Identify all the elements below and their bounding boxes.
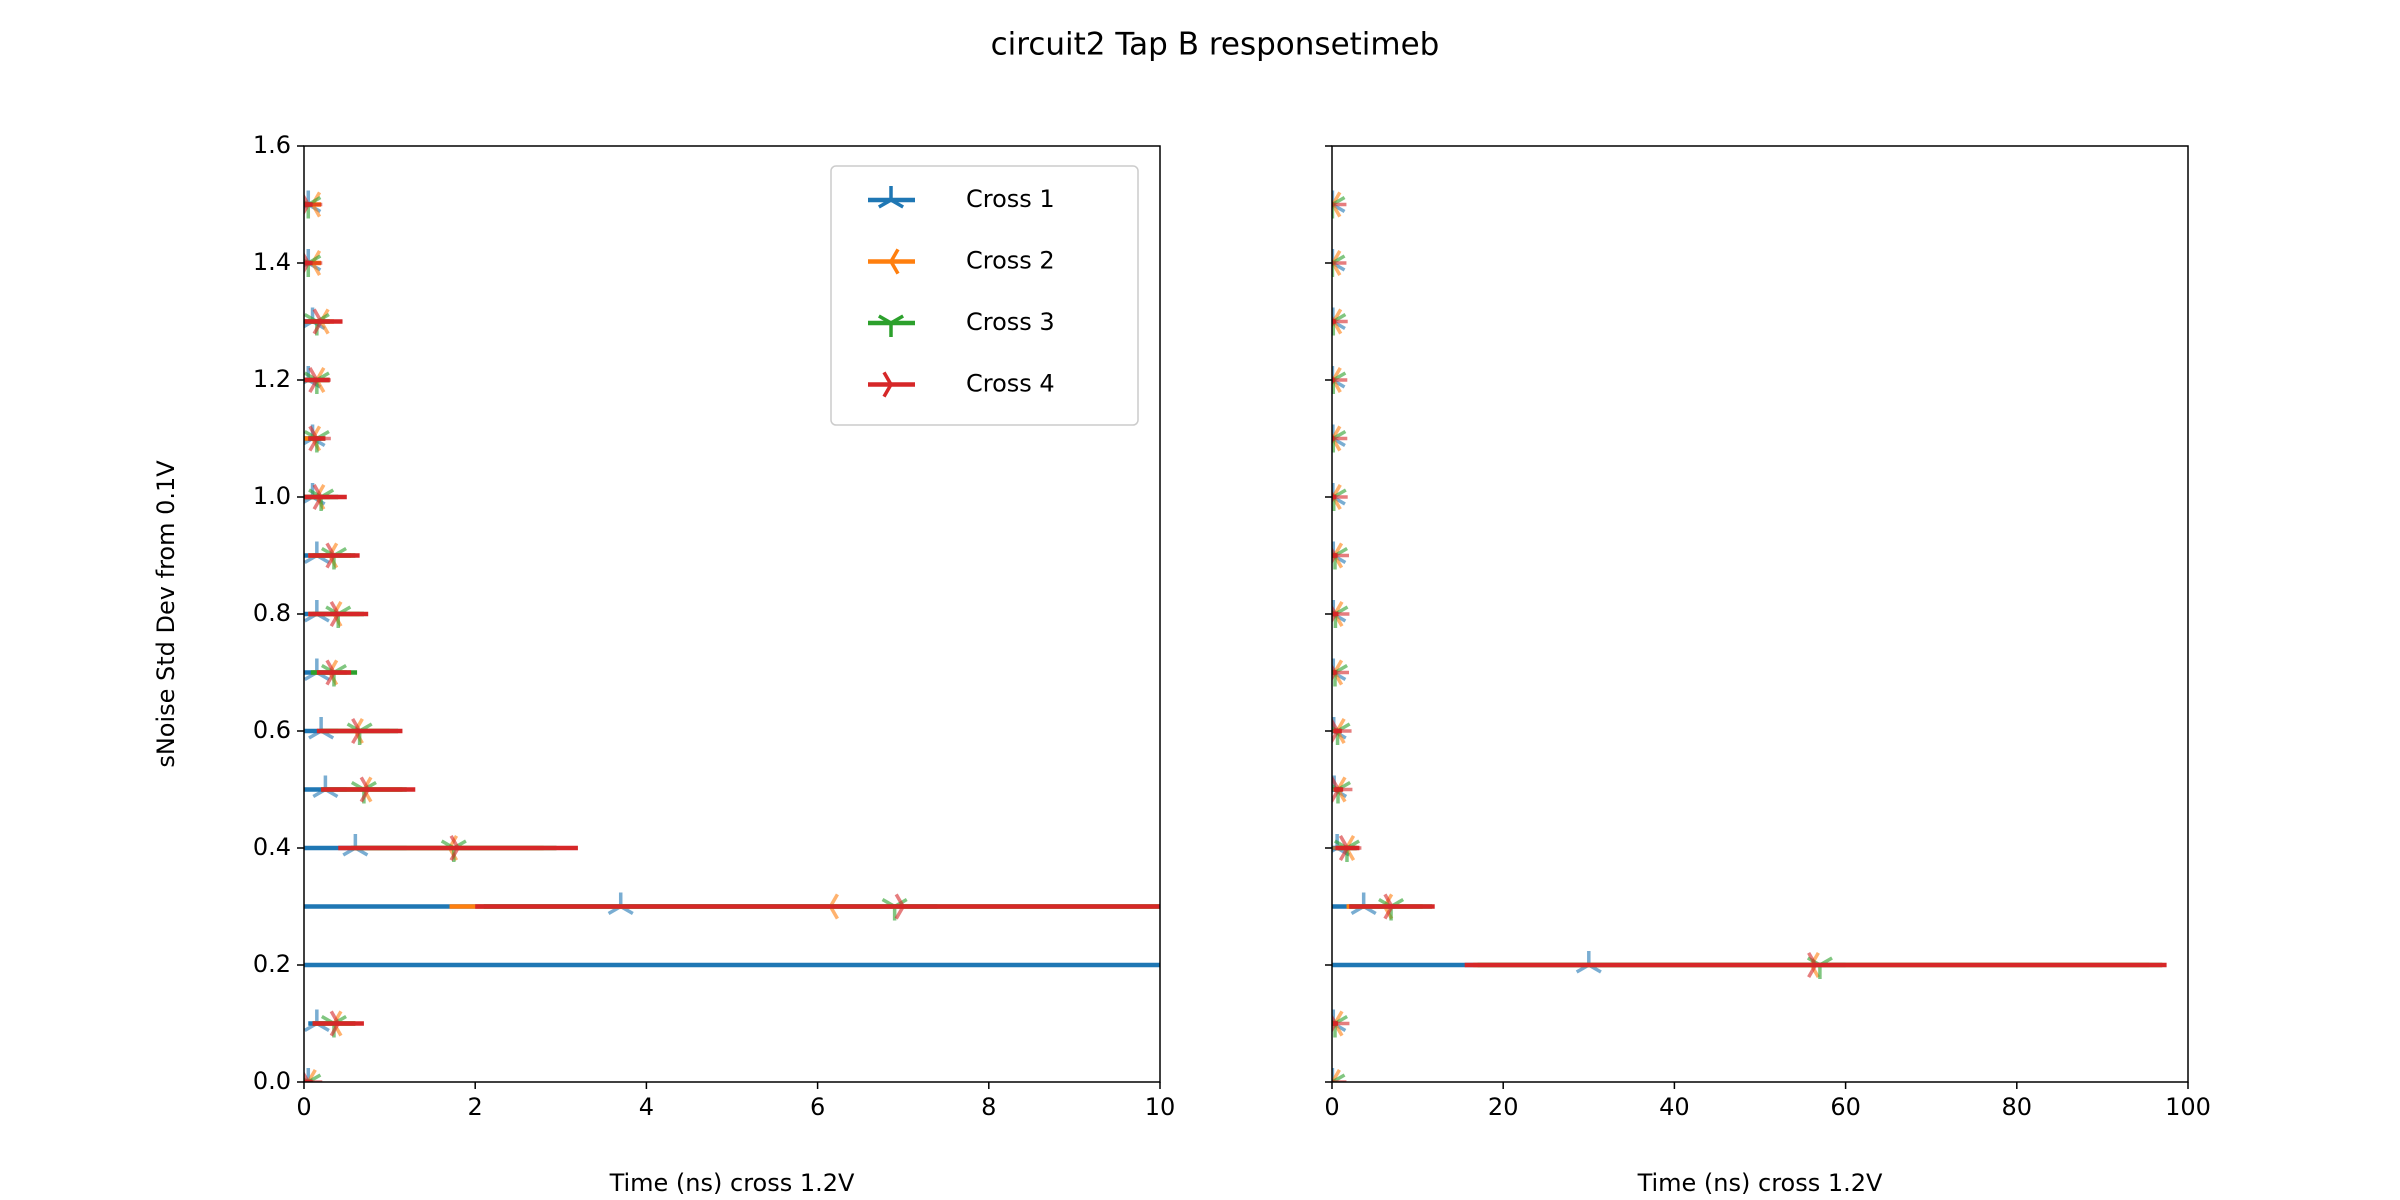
y-tick-label: 0.2 — [253, 950, 291, 978]
y-tick-label: 1.0 — [253, 482, 291, 510]
marker — [1332, 258, 1347, 268]
y-tick-label: 0.8 — [253, 599, 291, 627]
plot-area — [304, 190, 1160, 1082]
figure-title: circuit2 Tap B responsetimeb — [991, 27, 1440, 63]
legend-label: Cross 1 — [966, 185, 1055, 213]
y-tick-label: 1.2 — [253, 365, 291, 393]
marker — [329, 601, 353, 627]
marker — [329, 1010, 353, 1037]
marker — [304, 1071, 323, 1082]
x-axis-label: Time (ns) cross 1.2V — [1637, 1169, 1883, 1197]
marker — [325, 542, 348, 569]
x-tick-label: 8 — [981, 1093, 996, 1121]
marker — [304, 193, 323, 216]
x-tick-label: 2 — [468, 1093, 483, 1121]
x-tick-label: 0 — [296, 1093, 311, 1121]
x-tick-label: 0 — [1324, 1093, 1339, 1121]
y-tick-label: 1.6 — [253, 131, 291, 159]
marker — [882, 371, 905, 398]
axes-frame — [303, 145, 1161, 1083]
x-tick-label: 20 — [1488, 1093, 1519, 1121]
marker — [359, 776, 383, 803]
x-axis-label: Time (ns) cross 1.2V — [609, 1169, 855, 1197]
marker — [1332, 718, 1352, 744]
y-tick-label: 0.6 — [253, 716, 291, 744]
y-tick-label: 0.4 — [253, 833, 291, 861]
marker — [1332, 200, 1347, 209]
x-tick-label: 60 — [1830, 1093, 1861, 1121]
marker — [308, 367, 331, 393]
marker — [1332, 1014, 1350, 1033]
marker — [1332, 604, 1350, 624]
marker — [312, 308, 336, 335]
x-tick-label: 80 — [2002, 1093, 2033, 1121]
legend-label: Cross 2 — [966, 247, 1055, 275]
marker — [878, 186, 904, 209]
y-tick-label: 1.4 — [253, 248, 291, 276]
marker — [1338, 835, 1362, 861]
marker — [304, 252, 323, 274]
axes-frame — [1331, 145, 2189, 1083]
x-tick-label: 40 — [1659, 1093, 1690, 1121]
marker — [449, 835, 473, 861]
marker — [308, 425, 331, 452]
legend-label: Cross 3 — [966, 308, 1055, 336]
x-tick-label: 6 — [810, 1093, 825, 1121]
x-tick-label: 4 — [639, 1093, 654, 1121]
marker — [1332, 546, 1349, 565]
marker — [1332, 663, 1349, 682]
y-tick-label: 0.0 — [253, 1067, 291, 1095]
marker — [1383, 893, 1406, 920]
marker — [325, 659, 348, 686]
x-tick-label: 10 — [1145, 1093, 1176, 1121]
y-axis-label: sNoise Std Dev from 0.1V — [152, 460, 180, 768]
x-tick-label: 100 — [2165, 1093, 2211, 1121]
marker — [894, 893, 918, 920]
legend-box — [830, 165, 1139, 426]
marker — [877, 248, 900, 275]
marker — [312, 484, 336, 510]
marker — [351, 718, 374, 744]
marker — [878, 314, 904, 337]
legend-label: Cross 4 — [966, 370, 1055, 398]
marker — [1807, 952, 1830, 978]
